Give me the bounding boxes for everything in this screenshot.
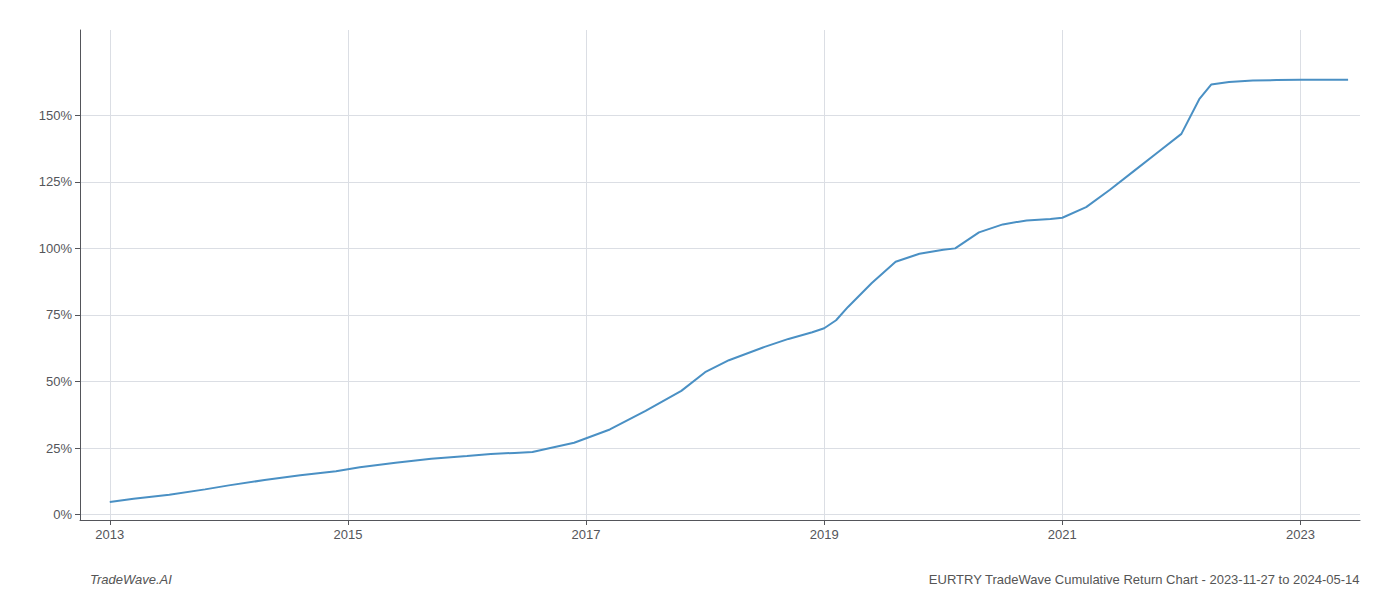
svg-text:2015: 2015 [333, 527, 362, 542]
svg-text:0%: 0% [53, 507, 72, 522]
svg-text:2017: 2017 [572, 527, 601, 542]
svg-text:2013: 2013 [95, 527, 124, 542]
svg-text:50%: 50% [46, 374, 72, 389]
svg-text:TradeWave.AI: TradeWave.AI [90, 572, 172, 587]
svg-text:75%: 75% [46, 307, 72, 322]
svg-text:100%: 100% [39, 241, 73, 256]
svg-text:2019: 2019 [810, 527, 839, 542]
svg-text:25%: 25% [46, 441, 72, 456]
svg-text:125%: 125% [39, 174, 73, 189]
svg-text:EURTRY TradeWave Cumulative Re: EURTRY TradeWave Cumulative Return Chart… [929, 572, 1360, 587]
svg-text:2021: 2021 [1048, 527, 1077, 542]
svg-text:150%: 150% [39, 108, 73, 123]
svg-text:2023: 2023 [1286, 527, 1315, 542]
